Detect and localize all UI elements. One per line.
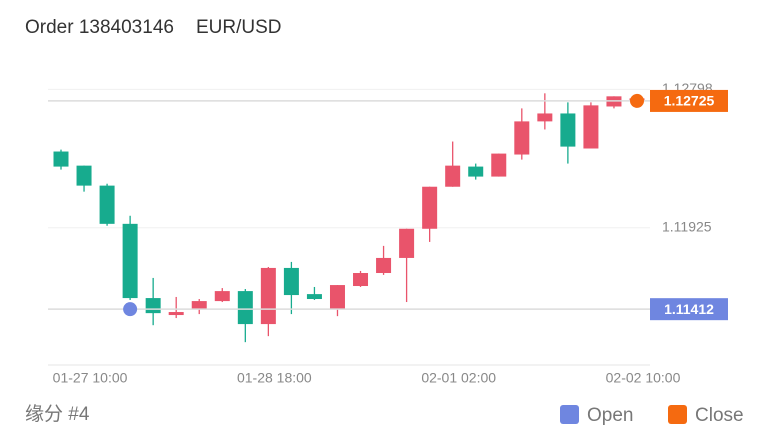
footer: 缘分 #4 bbox=[25, 403, 90, 425]
candle-body bbox=[376, 257, 392, 274]
candle-body bbox=[445, 165, 461, 187]
candle-body bbox=[514, 121, 530, 155]
candle-body bbox=[422, 186, 438, 229]
price-tag bbox=[650, 298, 728, 321]
chart-subtitle: EUR/USD bbox=[196, 17, 282, 38]
y-tick-label: 1.11925 bbox=[662, 219, 712, 235]
candle-body bbox=[353, 273, 369, 287]
order-marker bbox=[123, 302, 138, 317]
candle-body bbox=[191, 301, 207, 310]
candle-body bbox=[329, 285, 345, 310]
candle-body bbox=[53, 151, 69, 167]
legend-label: Open bbox=[587, 405, 633, 426]
x-tick-label: 02-02 10:00 bbox=[606, 370, 681, 386]
price-tag-label: 1.11412 bbox=[664, 301, 714, 317]
candle-body bbox=[560, 113, 576, 147]
candle-body bbox=[491, 153, 507, 177]
x-tick-label: 02-01 02:00 bbox=[421, 370, 496, 386]
candle-body bbox=[76, 165, 92, 186]
candle-body bbox=[399, 228, 415, 258]
candle-body bbox=[145, 298, 161, 314]
legend-swatch bbox=[668, 405, 687, 424]
candle-body bbox=[260, 267, 276, 325]
x-tick-label: 01-27 10:00 bbox=[53, 370, 128, 386]
candle-body bbox=[122, 223, 138, 299]
price-tag bbox=[650, 89, 728, 112]
order-marker bbox=[630, 93, 644, 108]
candle-body bbox=[583, 105, 599, 149]
candle-body bbox=[99, 185, 115, 224]
candle-body bbox=[168, 312, 184, 316]
chart-title: Order 138403146 bbox=[25, 17, 174, 38]
candle-body bbox=[468, 166, 484, 177]
candle-body bbox=[283, 267, 299, 296]
candle-body bbox=[306, 294, 322, 300]
price-tag-label: 1.12725 bbox=[664, 93, 715, 109]
x-tick-label: 01-28 18:00 bbox=[237, 370, 312, 386]
candle-body bbox=[214, 291, 230, 302]
candle-body bbox=[537, 113, 553, 122]
candle-body bbox=[237, 291, 253, 325]
legend-swatch bbox=[560, 405, 579, 424]
legend-label: Close bbox=[695, 405, 744, 426]
